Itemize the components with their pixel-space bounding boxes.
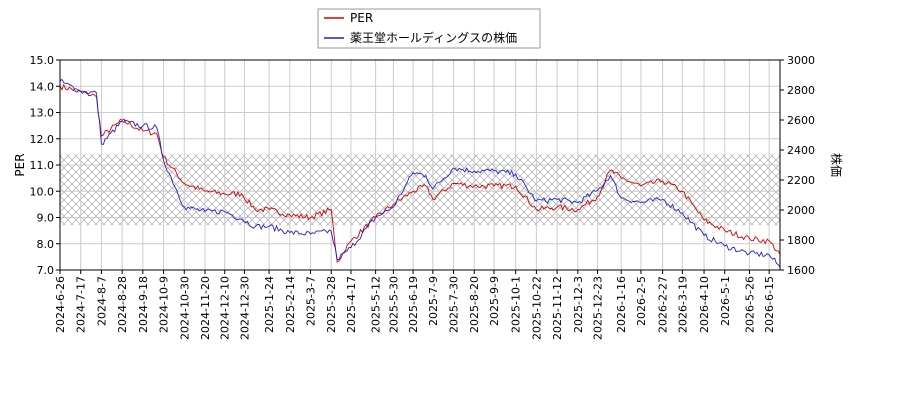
right-tick-label: 2400 [787,144,815,157]
x-tick-label: 2024-6-26 [54,276,67,333]
right-tick-label: 1800 [787,234,815,247]
x-tick-label: 2024-8-7 [95,276,108,326]
right-axis-label: 株価 [829,153,844,177]
x-axis: 2024-6-26 2024-7-17 2024-8-7 2024-8-28 2024-… [54,270,776,340]
legend-box [317,8,541,49]
x-tick-label: 2026-2-27 [657,276,670,333]
right-tick-label: 2600 [787,114,815,127]
right-tick-label: 1600 [787,264,815,277]
x-tick-label: 2025-5-12 [370,276,383,333]
x-tick-label: 2024-11-20 [199,276,212,340]
right-tick-label: 2800 [787,84,815,97]
x-tick-label: 2025-3-28 [325,276,338,333]
right-tick-label: 2200 [787,174,815,187]
left-tick-label: 7.0 [37,264,55,277]
series-layer [60,78,780,268]
x-tick-label: 2024-12-30 [238,276,251,340]
left-tick-label: 13.0 [30,107,55,120]
x-tick-label: 2025-10-22 [530,276,543,340]
x-tick-label: 2026-3-19 [676,276,689,333]
series-per-line [60,83,780,263]
x-tick-label: 2024-7-17 [75,276,88,333]
legend: PER 薬王堂ホールディングスの株価 [317,8,541,49]
left-tick-label: 14.0 [30,80,55,93]
x-tick-label: 2025-9-9 [488,276,501,326]
x-tick-label: 2026-2-5 [635,276,648,326]
left-axis-label: PER [13,153,27,176]
x-tick-label: 2025-4-17 [345,276,358,333]
left-tick-label: 12.0 [30,133,55,146]
left-axis: 7.0 8.0 9.0 10.0 11.0 12.0 13.0 14.0 15.0 [30,54,60,277]
x-tick-label: 2025-8-20 [468,276,481,333]
x-tick-label: 2025-2-14 [284,276,297,333]
legend-label-per: PER [350,11,373,25]
x-tick-label: 2025-11-12 [551,276,564,340]
x-tick-label: 2025-12-23 [592,276,605,340]
x-tick-label: 2024-12-10 [219,276,232,340]
x-tick-label: 2025-6-19 [407,276,420,333]
left-tick-label: 15.0 [30,54,55,67]
x-tick-label: 2026-4-10 [698,276,711,333]
x-tick-label: 2025-1-24 [263,276,276,333]
x-tick-label: 2024-10-30 [178,276,191,340]
left-tick-label: 10.0 [30,185,55,198]
left-tick-label: 9.0 [37,212,55,225]
left-tick-label: 8.0 [37,238,55,251]
x-tick-label: 2024-10-9 [158,276,171,333]
x-tick-label: 2026-6-15 [763,276,776,333]
x-tick-label: 2026-5-1 [719,276,732,326]
x-tick-label: 2025-5-30 [387,276,400,333]
legend-label-price: 薬王堂ホールディングスの株価 [350,30,517,45]
left-tick-label: 11.0 [30,159,55,172]
x-tick-label: 2025-7-9 [427,276,440,326]
right-tick-label: 2000 [787,204,815,217]
series-price-line [60,78,780,268]
x-tick-label: 2026-1-16 [615,276,628,333]
x-tick-label: 2024-8-28 [116,276,129,333]
x-tick-label: 2025-12-3 [572,276,585,333]
x-tick-label: 2026-5-26 [743,276,756,333]
hatched-band [60,154,780,226]
x-tick-label: 2025-7-30 [448,276,461,333]
x-tick-label: 2025-3-7 [305,276,318,326]
right-axis: 1600 1800 2000 2200 2400 2600 2800 3000 [780,54,815,277]
x-tick-label: 2025-10-1 [510,276,523,333]
x-tick-label: 2024-9-18 [137,276,150,333]
right-tick-label: 3000 [787,54,815,67]
